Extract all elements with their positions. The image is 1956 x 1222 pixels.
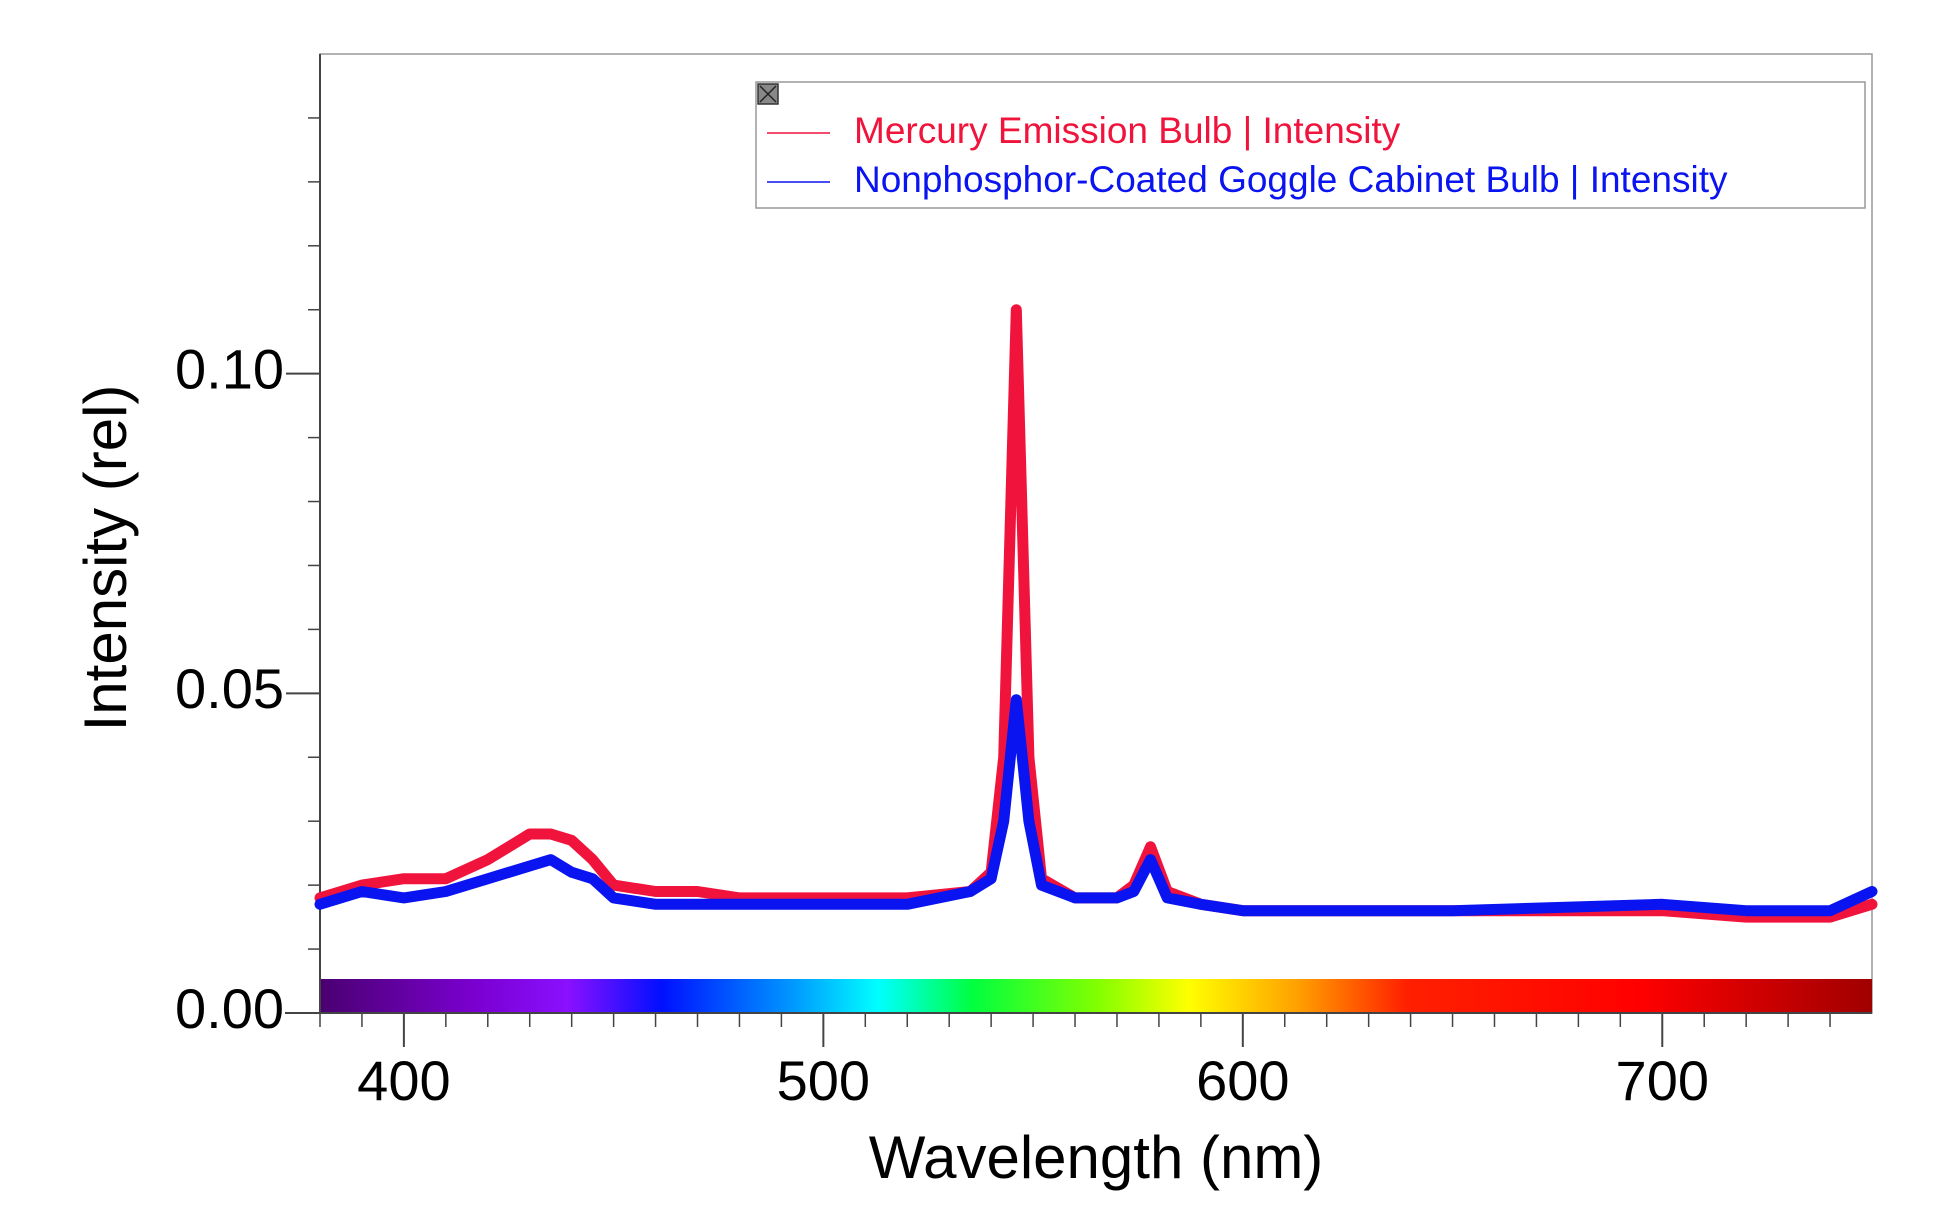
x-tick-label: 400 (357, 1049, 450, 1112)
legend-close-icon (759, 85, 777, 103)
x-axis-label: Wavelength (nm) (869, 1124, 1324, 1191)
x-tick-label: 700 (1616, 1049, 1709, 1112)
legend-label: Nonphosphor-Coated Goggle Cabinet Bulb |… (854, 159, 1728, 200)
y-tick-label: 0.05 (175, 657, 284, 720)
y-tick-label: 0.10 (175, 337, 284, 400)
legend-label: Mercury Emission Bulb | Intensity (854, 110, 1401, 151)
series-line (314, 694, 1878, 917)
x-tick-label: 500 (777, 1049, 870, 1112)
y-tick-label: 0.00 (175, 977, 284, 1040)
x-tick-label: 600 (1196, 1049, 1289, 1112)
legend: Mercury Emission Bulb | Intensity Nonphos… (755, 81, 1866, 209)
legend-box (755, 81, 1866, 209)
series-line (314, 304, 1878, 923)
y-axis-label: Intensity (rel) (72, 385, 139, 732)
spectrum-bar (320, 979, 1872, 1013)
plot-area (314, 304, 1878, 923)
